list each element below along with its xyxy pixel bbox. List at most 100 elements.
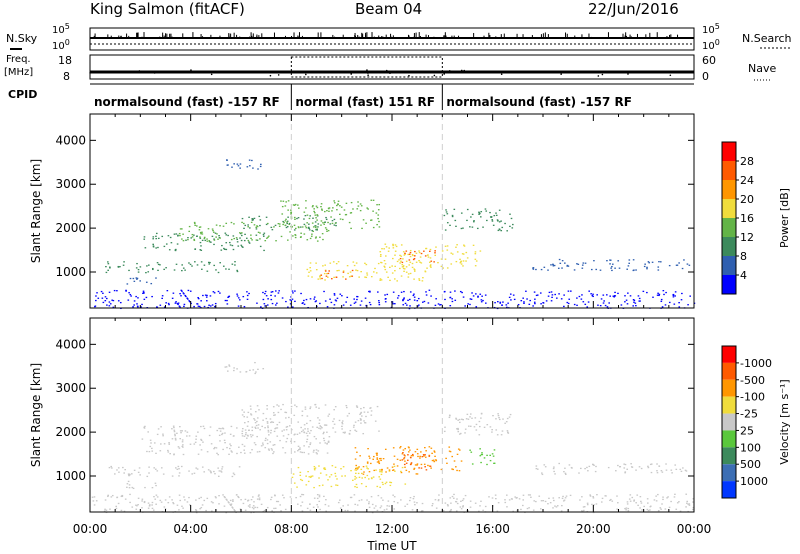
range-gate-cell [171, 475, 174, 477]
range-gate-cell [241, 245, 243, 248]
range-gate-cell [293, 204, 296, 206]
range-gate-cell [188, 301, 191, 303]
range-gate-cell [336, 484, 339, 487]
range-gate-cell [225, 366, 228, 368]
range-gate-cell [351, 275, 354, 277]
range-gate-cell [416, 300, 419, 302]
nave-mark [138, 70, 141, 72]
range-gate-cell [116, 496, 119, 498]
range-gate-cell [500, 220, 502, 222]
range-gate-cell [267, 448, 270, 450]
range-gate-cell [327, 272, 330, 275]
range-gate-cell [402, 267, 405, 270]
range-gate-cell [504, 501, 507, 504]
range-gate-cell [265, 216, 268, 218]
range-gate-cell [526, 507, 529, 510]
range-gate-cell [319, 425, 322, 427]
range-gate-cell [465, 251, 468, 254]
range-gate-cell [222, 265, 225, 267]
range-gate-cell [182, 446, 184, 448]
range-gate-cell [649, 505, 652, 507]
range-gate-cell [591, 503, 593, 506]
range-gate-cell [179, 293, 181, 295]
range-gate-cell [152, 245, 155, 247]
range-gate-cell [254, 419, 256, 421]
range-gate-cell [471, 213, 474, 216]
range-gate-cell [258, 450, 261, 453]
range-gate-cell [561, 497, 564, 500]
range-gate-cell [590, 268, 593, 271]
range-gate-cell [305, 227, 308, 229]
range-gate-cell [283, 429, 285, 431]
range-gate-cell [570, 466, 573, 469]
range-gate-cell [317, 223, 320, 225]
range-gate-cell [334, 472, 337, 475]
colorbar-swatch [722, 430, 736, 448]
range-gate-cell [290, 212, 292, 214]
range-gate-cell [189, 290, 192, 292]
range-gate-cell [668, 264, 671, 267]
range-gate-cell [237, 496, 240, 499]
range-gate-cell [355, 262, 358, 264]
range-gate-cell [425, 291, 427, 293]
range-gate-cell [350, 496, 353, 499]
range-gate-cell [448, 414, 451, 416]
range-gate-cell [209, 470, 212, 472]
range-gate-cell [387, 500, 390, 502]
range-gate-cell [272, 412, 275, 414]
range-gate-cell [587, 301, 590, 303]
range-gate-cell [362, 465, 365, 468]
range-gate-cell [116, 290, 118, 292]
range-gate-cell [434, 252, 436, 254]
range-gate-cell [313, 465, 316, 468]
range-gate-cell [231, 263, 234, 265]
range-gate-cell [263, 303, 266, 305]
range-gate-cell [506, 230, 509, 232]
range-gate-cell [597, 304, 599, 306]
range-gate-cell [324, 227, 327, 229]
range-gate-cell [435, 298, 437, 300]
range-gate-cell [308, 223, 310, 225]
range-gate-cell [451, 215, 454, 218]
range-gate-cell [173, 430, 176, 433]
nsearch-bottom-tick: 100 [702, 38, 720, 52]
range-gate-cell [662, 498, 664, 501]
range-gate-cell [350, 275, 353, 277]
colorbar-swatch [722, 256, 736, 275]
range-gate-cell [151, 267, 154, 270]
range-gate-cell [199, 249, 202, 251]
range-gate-cell [308, 476, 311, 478]
range-gate-cell [245, 432, 247, 434]
range-gate-cell [418, 467, 420, 469]
range-gate-cell [182, 240, 185, 242]
range-gate-cell [379, 255, 382, 257]
range-gate-cell [402, 452, 404, 454]
range-gate-cell [152, 236, 155, 238]
range-gate-cell [339, 213, 341, 215]
range-gate-cell [459, 506, 462, 508]
range-gate-cell [461, 499, 464, 502]
range-gate-cell [373, 455, 375, 458]
range-gate-cell [295, 496, 297, 499]
range-gate-cell [171, 438, 174, 440]
range-gate-cell [226, 299, 228, 302]
range-gate-cell [406, 304, 408, 306]
range-gate-cell [262, 298, 265, 301]
range-gate-cell [548, 291, 551, 294]
range-gate-cell [249, 369, 251, 371]
range-gate-cell [344, 431, 346, 433]
range-gate-cell [379, 278, 382, 280]
range-gate-cell [455, 418, 458, 420]
range-gate-cell [299, 471, 302, 474]
range-gate-cell [410, 463, 412, 465]
range-gate-cell [326, 306, 329, 308]
range-gate-cell [117, 502, 120, 505]
range-gate-cell [680, 470, 683, 473]
range-gate-cell [446, 222, 449, 224]
range-gate-cell [365, 415, 367, 418]
range-gate-cell [157, 237, 160, 240]
range-gate-cell [685, 493, 688, 495]
range-gate-cell [327, 440, 330, 442]
range-gate-cell [411, 453, 414, 456]
range-gate-cell [243, 222, 245, 225]
